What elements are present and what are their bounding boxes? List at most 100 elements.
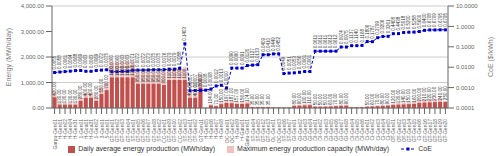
html-text:Daily average energy productio: Daily average energy production (MWh/day… [78,145,216,152]
svg-text:2,000.00: 2,000.00 [21,54,45,60]
svg-text:GI-Gen01: GI-Gen01 [291,119,298,141]
svg-text:4,000.00: 4,000.00 [21,3,45,9]
svg-text:H-Gen04: H-Gen04 [67,119,74,140]
svg-text:0.0010: 0.0010 [456,85,475,91]
svg-text:Ci-Gen02: Ci-Gen02 [369,119,376,141]
html-text:Maximum energy production capa: Maximum energy production capacity (MWh/… [237,145,390,152]
svg-text:GI-Gen04: GI-Gen04 [306,119,313,141]
svg-text:GT-Gen06: GT-Gen06 [140,119,147,143]
svg-text:Ci-Gen06: Ci-Gen06 [416,119,423,141]
svg-text:H-Gatu01: H-Gatu01 [239,119,246,141]
svg-text:35.00: 35.00 [266,94,271,106]
svg-text:OC-Gen01: OC-Gen01 [223,119,230,144]
svg-text:Gatu-Gen01: Gatu-Gen01 [244,119,251,147]
svg-text:GT-Gen02: GT-Gen02 [114,119,121,143]
svg-text:DI-Gen05: DI-Gen05 [353,119,360,141]
svg-text:0.0452: 0.0452 [276,37,281,51]
svg-text:0.0061: 0.0061 [307,54,312,68]
svg-text:ST-Gen03: ST-Gen03 [181,119,188,142]
svg-text:0.0100: 0.0100 [456,64,475,70]
svg-text:GI-Gen02: GI-Gen02 [296,119,303,141]
svg-text:GT-Gen13: GT-Gen13 [265,119,272,143]
svg-text:OC-Gen02: OC-Gen02 [228,119,235,144]
svg-text:CC-Gen02: CC-Gen02 [176,119,183,143]
svg-text:OC-Gen03: OC-Gen03 [275,119,282,144]
svg-text:GI-Gen06: GI-Gen06 [333,119,339,141]
svg-text:GT-Gen03: GT-Gen03 [119,119,126,143]
svg-text:H-Gen09: H-Gen09 [234,119,240,140]
svg-text:GT-Gen01: GT-Gen01 [108,119,115,143]
svg-text:0.6795: 0.6795 [443,13,448,27]
svg-text:10.0000: 10.0000 [456,3,478,9]
svg-text:GT-Gen09: GT-Gen09 [166,119,173,143]
svg-text:DT-Gen02: DT-Gen02 [192,119,199,143]
svg-text:GT-Gen15: GT-Gen15 [411,119,418,143]
svg-text:GT-Gen14: GT-Gen14 [405,119,412,143]
svg-text:GI-Gen08: GI-Gen08 [343,119,350,141]
svg-text:GT-Gen07: GT-Gen07 [145,119,152,143]
svg-text:ST-Gen02: ST-Gen02 [155,119,162,142]
svg-text:ST-Gen05: ST-Gen05 [254,119,261,142]
svg-text:H-Goa01: H-Goa01 [82,119,89,140]
svg-text:1,000.00: 1,000.00 [21,80,45,86]
svg-text:Energy (MWh/day): Energy (MWh/day) [8,28,13,86]
svg-text:0.0010: 0.0010 [224,71,229,85]
svg-text:0.1000: 0.1000 [456,44,475,50]
svg-text:H-Gen08: H-Gen08 [218,119,225,140]
svg-text:DI-Gen03: DI-Gen03 [322,119,329,141]
svg-text:OT-Gen01: OT-Gen01 [390,119,397,143]
svg-text:GI-Gen05: GI-Gen05 [327,119,334,141]
svg-text:GT-Gen16: GT-Gen16 [421,119,428,143]
svg-text:GT-Gen20: GT-Gen20 [442,119,448,143]
svg-text:ST-Gen06: ST-Gen06 [280,119,287,142]
html-text:CoE: CoE [418,145,432,152]
svg-text:GT-Gen05: GT-Gen05 [135,119,141,143]
svg-text:250.00: 250.00 [443,86,448,100]
svg-text:GT-Gen10: GT-Gen10 [171,119,178,143]
svg-text:GI-Gen07: GI-Gen07 [338,119,345,141]
svg-text:0.00: 0.00 [32,105,44,111]
svg-text:OT-Gen02: OT-Gen02 [395,119,402,143]
svg-text:GT-Gen04: GT-Gen04 [124,119,131,143]
svg-text:H-Gen31: H-Gen31 [72,119,79,140]
svg-text:1-Gen02: 1-Gen02 [93,119,100,139]
svg-text:ST-Gen07: ST-Gen07 [286,119,293,142]
svg-text:H-Gen06: H-Gen06 [207,119,214,140]
svg-text:1100: 1100 [182,68,187,78]
svg-text:1.0000: 1.0000 [456,24,475,30]
svg-text:H-Gen02: H-Gen02 [62,119,68,140]
svg-text:OL-Gen01: OL-Gen01 [270,119,277,143]
svg-text:0.0001: 0.0001 [456,105,475,111]
svg-text:H-Gen07: H-Gen07 [213,119,220,140]
svg-text:GT-Gen11: GT-Gen11 [197,119,204,142]
svg-text:3-Gen01: 3-Gen01 [98,119,105,139]
svg-text:CoE ($/kWh): CoE ($/kWh) [487,37,492,77]
svg-text:H-Goa31: H-Goa31 [88,119,95,140]
svg-text:Ci-Gen01: Ci-Gen01 [364,119,371,141]
svg-text:0.0088: 0.0088 [177,51,182,65]
svg-text:ST-Gen04: ST-Gen04 [249,119,256,142]
svg-text:1-Gen01: 1-Gen01 [77,119,84,139]
svg-text:DI-Gen04: DI-Gen04 [348,119,355,141]
svg-text:Ci-Gen03: Ci-Gen03 [374,119,381,141]
svg-text:5-Gen01: 5-Gen01 [103,119,110,139]
svg-text:GT-Gen19: GT-Gen19 [437,119,444,143]
svg-text:GT-Gen17: GT-Gen17 [426,119,433,143]
svg-text:CC-Gen01: CC-Gen01 [161,119,167,143]
svg-text:Ci-Gen04: Ci-Gen04 [379,119,386,141]
svg-text:GT-Gen08: GT-Gen08 [150,119,157,143]
svg-text:H-Gen05: H-Gen05 [202,119,209,140]
svg-text:3,000.00: 3,000.00 [21,29,45,35]
svg-text:OT-Gen03: OT-Gen03 [400,119,407,143]
svg-text:GT-Gen12: GT-Gen12 [260,119,266,143]
svg-text:90.00: 90.00 [344,92,349,104]
svg-text:H-Gen01: H-Gen01 [56,119,63,140]
svg-text:DI-Gen02: DI-Gen02 [317,119,324,141]
svg-text:Ci-Gen05: Ci-Gen05 [385,119,392,141]
svg-text:GI-Gen03: GI-Gen03 [301,119,308,141]
svg-text:ST-Gen01: ST-Gen01 [129,119,136,142]
svg-text:DT-Gen01: DT-Gen01 [187,119,194,143]
svg-text:DI-Gen01: DI-Gen01 [312,119,319,141]
svg-text:0.1403: 0.1403 [182,27,187,41]
svg-text:Garpu-Gen01: Garpu-Gen01 [51,119,58,150]
